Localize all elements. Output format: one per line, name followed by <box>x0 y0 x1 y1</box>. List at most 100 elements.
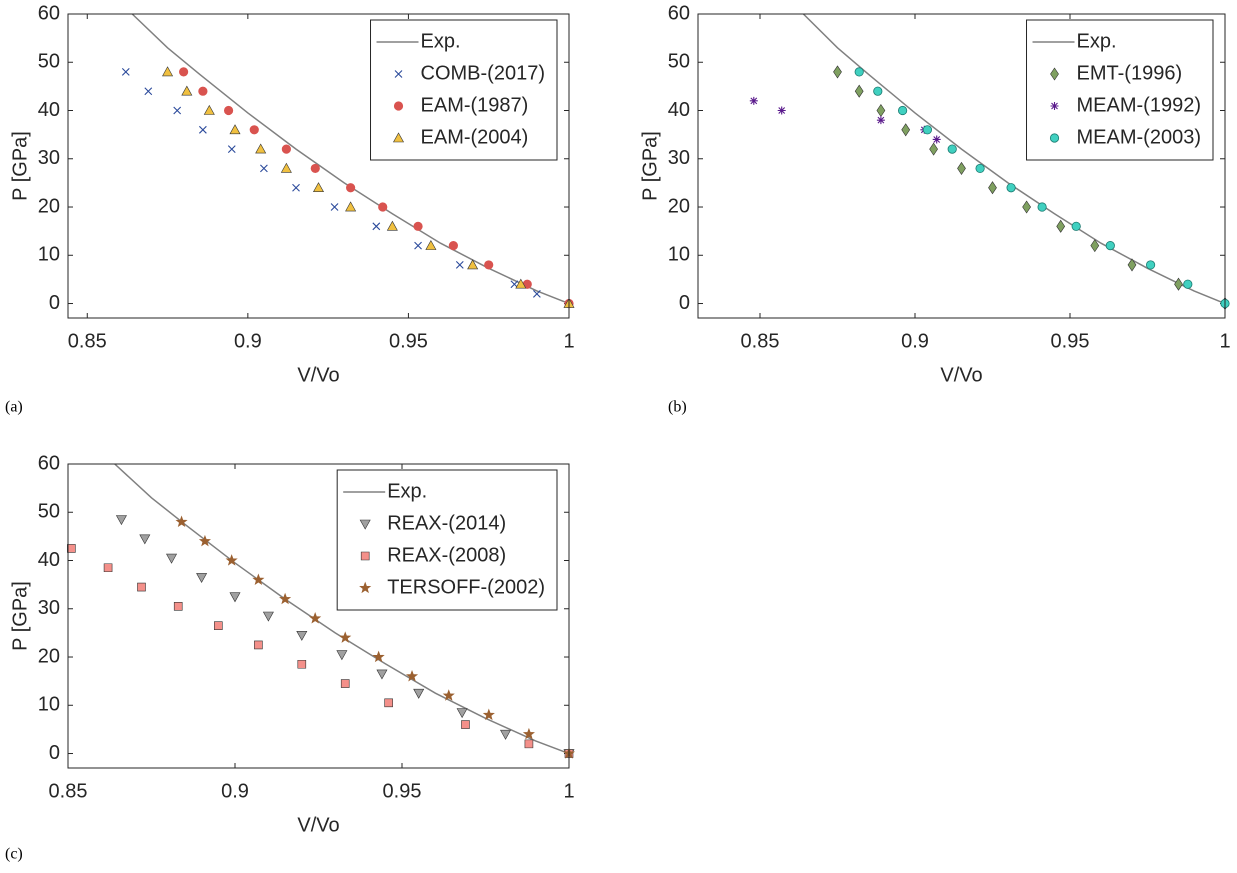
marker <box>254 640 263 650</box>
marker <box>386 220 398 231</box>
marker <box>467 259 479 270</box>
marker <box>988 181 997 195</box>
y-tick-label: 20 <box>38 645 60 667</box>
legend: Exp. REAX-(2014) REAX-(2008) TERSOFF-(2002) <box>336 469 558 611</box>
marker <box>1037 202 1047 212</box>
y-tick-label: 30 <box>38 597 60 619</box>
marker <box>957 161 966 175</box>
marker <box>500 729 512 740</box>
marker <box>229 124 241 135</box>
marker <box>279 592 292 605</box>
exp-line <box>802 13 1226 305</box>
legend-swatch <box>393 101 404 111</box>
marker <box>1006 183 1016 193</box>
marker <box>223 105 234 116</box>
y-tick-label: 60 <box>38 2 60 24</box>
marker <box>309 612 322 624</box>
marker <box>229 592 241 603</box>
marker <box>376 669 388 680</box>
legend-label: MEAM-(2003) <box>1077 126 1201 148</box>
legend-swatch <box>393 132 405 143</box>
marker <box>1105 241 1115 251</box>
marker <box>405 669 419 682</box>
marker <box>173 106 182 115</box>
legend-label: Exp. <box>387 480 427 502</box>
marker <box>515 278 527 289</box>
marker <box>296 631 308 641</box>
legend-swatch <box>1050 67 1059 81</box>
marker <box>425 240 437 250</box>
legend-label: EAM-(2004) <box>421 126 529 148</box>
marker <box>181 85 193 96</box>
legend-swatch <box>359 581 372 594</box>
x-axis-label: V/Vo <box>940 364 982 386</box>
marker <box>833 65 842 79</box>
marker <box>873 86 883 96</box>
x-tick-label: 0.9 <box>221 780 249 802</box>
marker <box>901 123 911 137</box>
marker <box>214 621 223 630</box>
y-tick-label: 0 <box>49 292 60 314</box>
y-axis-label: P [GPa] <box>9 581 31 651</box>
legend-label: EMT-(1996) <box>1077 62 1183 84</box>
marker <box>198 125 207 134</box>
marker <box>378 202 388 212</box>
marker <box>281 144 291 154</box>
plot-frame <box>697 13 1226 319</box>
x-tick-label: 1 <box>563 330 574 352</box>
y-tick-label: 10 <box>668 244 690 266</box>
legend-swatch <box>359 519 371 530</box>
y-axis-label: P [GPa] <box>639 131 661 201</box>
marker <box>166 553 178 564</box>
marker <box>115 515 127 526</box>
marker <box>1127 258 1137 272</box>
marker <box>777 106 786 115</box>
y-tick-label: 60 <box>668 2 690 24</box>
marker <box>876 103 886 118</box>
marker <box>1090 239 1100 253</box>
y-tick-label: 40 <box>38 549 60 571</box>
legend-swatch <box>360 551 370 561</box>
y-tick-label: 60 <box>38 452 60 474</box>
marker <box>947 144 957 154</box>
marker <box>975 163 985 174</box>
marker <box>203 104 215 115</box>
marker <box>198 86 208 96</box>
marker <box>532 289 541 298</box>
legend-swatch <box>394 70 403 78</box>
marker <box>876 116 885 125</box>
y-tick-label: 0 <box>49 742 60 764</box>
marker <box>312 182 325 193</box>
marker <box>173 602 183 611</box>
y-tick-label: 50 <box>668 51 690 73</box>
marker <box>442 689 455 701</box>
x-tick-label: 1 <box>563 780 574 802</box>
y-axis-label: P [GPa] <box>9 131 31 201</box>
marker <box>1183 279 1193 289</box>
marker <box>1022 200 1031 214</box>
marker <box>345 201 357 212</box>
plot-frame <box>67 463 570 769</box>
marker <box>524 739 534 749</box>
marker <box>522 727 535 740</box>
marker <box>340 679 350 688</box>
y-tick-label: 20 <box>38 195 60 217</box>
marker <box>144 87 153 96</box>
panel-label: (a) <box>5 399 23 416</box>
marker <box>932 135 941 144</box>
y-tick-label: 10 <box>38 244 60 266</box>
x-tick-label: 0.9 <box>234 330 262 352</box>
legend-label: COMB-(2017) <box>421 62 545 84</box>
marker <box>413 688 425 699</box>
marker <box>1146 260 1156 270</box>
x-axis-label: V/Vo <box>297 814 339 836</box>
marker <box>121 68 130 76</box>
marker <box>384 698 393 708</box>
marker <box>456 708 468 719</box>
legend-label: REAX-(2014) <box>387 512 506 534</box>
legend-swatch <box>1050 102 1059 110</box>
marker <box>1056 219 1066 233</box>
legend-label: TERSOFF-(2002) <box>387 576 545 598</box>
marker <box>455 261 464 269</box>
